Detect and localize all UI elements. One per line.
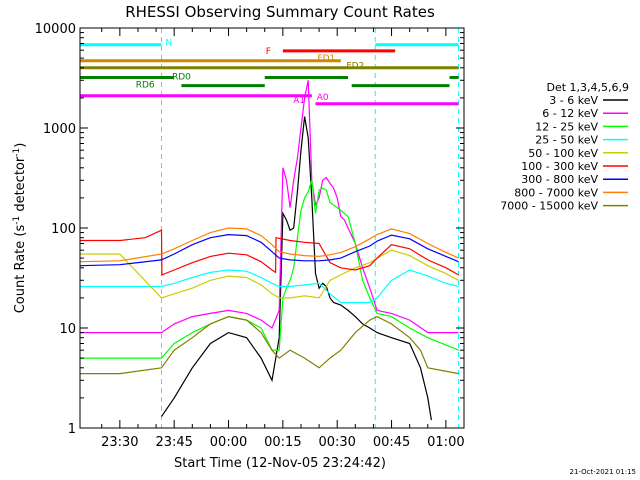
x-axis-label: Start Time (12-Nov-05 23:24:42) (174, 456, 386, 471)
state-label-rd6: RD6 (136, 80, 155, 90)
y-label-part3: ) (13, 143, 28, 148)
y-label-sup2: -1 (12, 148, 22, 157)
series-line-6 (79, 233, 459, 267)
y-tick-label: 100 (51, 222, 76, 237)
series-line-3 (80, 269, 459, 304)
state-label-f: F (266, 47, 271, 57)
y-tick-label: 10000 (35, 22, 76, 37)
y-axis: 1 10 100 1000 10000 (35, 22, 464, 437)
legend-label-4: 50 - 100 keV (528, 147, 598, 160)
y-label-sup1: -1 (12, 216, 22, 225)
y-label-part1: Count Rate (s (13, 225, 28, 314)
state-label-fd1: FD1 (317, 54, 335, 64)
series-lines (79, 80, 459, 421)
legend-label-3: 25 - 50 keV (535, 134, 598, 147)
state-label-a0: A0 (317, 93, 329, 103)
y-axis-label: Count Rate (s-1 detector-1) (12, 143, 28, 314)
x-tick-label: 23:30 (101, 435, 138, 450)
y-tick-label: 1 (68, 422, 76, 437)
series-line-5 (80, 229, 459, 276)
legend-label-7: 800 - 7000 keV (514, 186, 598, 199)
timestamp: 21-Oct-2021 01:15 (570, 468, 636, 476)
legend-label-1: 6 - 12 keV (542, 107, 598, 120)
state-label-fd2: FD2 (346, 62, 364, 72)
legend-label-5: 100 - 300 keV (521, 160, 598, 173)
legend-label-2: 12 - 25 keV (535, 120, 598, 133)
x-tick-label: 23:45 (155, 435, 192, 450)
series-line-0 (161, 116, 432, 421)
y-label-part2: detector (13, 156, 28, 216)
instrument-state-bars: N F FD1 FD2 RD0 RD6 A1 A0 (80, 39, 459, 106)
legend-label-6: 300 - 800 keV (521, 173, 598, 186)
x-tick-label: 00:30 (318, 435, 355, 450)
legend-label-8: 7000 - 15000 keV (500, 200, 598, 213)
y-tick-label: 10 (59, 322, 76, 337)
legend-title: Det 1,3,4,5,6,9 (546, 81, 629, 94)
x-tick-label: 00:45 (373, 435, 410, 450)
state-label-n: N (165, 39, 172, 49)
series-line-7 (79, 227, 459, 263)
state-label-rd0: RD0 (172, 72, 191, 82)
series-line-1 (80, 80, 459, 334)
x-tick-label: 00:15 (264, 435, 301, 450)
series-line-4 (80, 249, 459, 299)
state-label-a1: A1 (293, 96, 305, 106)
x-axis: 23:30 23:45 00:00 00:15 00:30 00:45 01:00 (101, 28, 465, 450)
x-tick-label: 00:00 (210, 435, 247, 450)
series-line-8 (80, 315, 459, 375)
legend-label-0: 3 - 6 keV (549, 94, 598, 107)
x-tick-label: 01:00 (427, 435, 464, 450)
chart-title: RHESSI Observing Summary Count Rates (125, 3, 435, 21)
y-tick-label: 1000 (43, 122, 76, 137)
